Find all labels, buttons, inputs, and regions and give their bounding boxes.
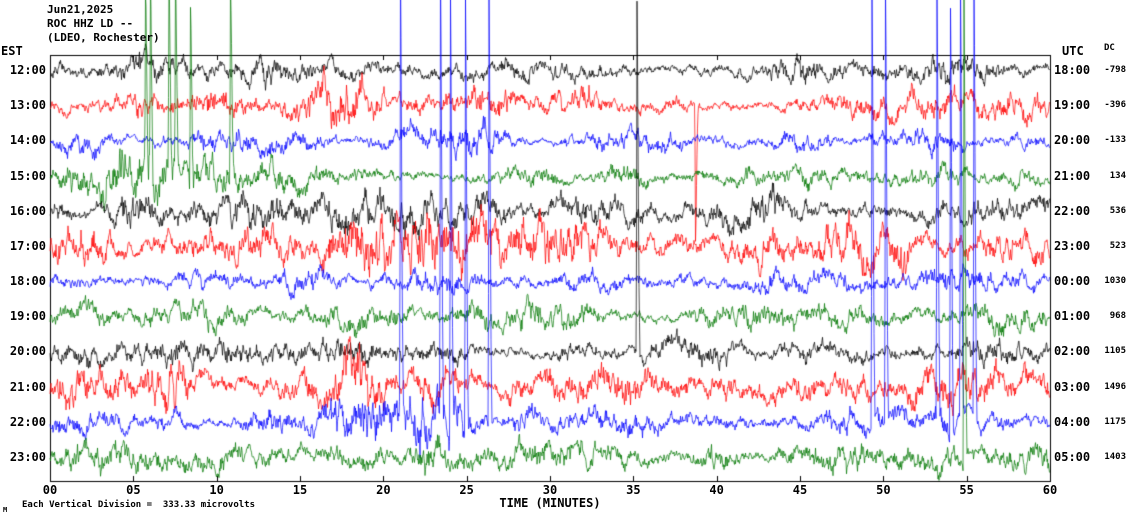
x-tick-label: 20 bbox=[376, 483, 391, 497]
dc-value-label: 1105 bbox=[1104, 346, 1126, 357]
dc-value-label: 536 bbox=[1109, 205, 1126, 216]
x-tick-label: 00 bbox=[42, 483, 58, 497]
utc-time-label: 03:00 bbox=[1054, 379, 1091, 394]
utc-time-label: 21:00 bbox=[1054, 168, 1091, 183]
est-time-label: 20:00 bbox=[9, 344, 46, 359]
x-tick-label: 55 bbox=[959, 483, 974, 497]
est-time-label: 17:00 bbox=[9, 238, 46, 253]
dc-value-label: 1175 bbox=[1104, 416, 1126, 427]
x-tick-label: 40 bbox=[709, 483, 724, 497]
utc-time-label: 01:00 bbox=[1054, 309, 1091, 324]
dc-axis-title: DC bbox=[1104, 43, 1115, 53]
x-tick-label: 25 bbox=[459, 483, 474, 497]
x-axis-title: TIME (MINUTES) bbox=[499, 496, 601, 510]
est-time-label: 14:00 bbox=[9, 133, 46, 148]
utc-time-label: 05:00 bbox=[1054, 450, 1091, 464]
est-time-label: 23:00 bbox=[9, 450, 46, 464]
est-time-label: 22:00 bbox=[9, 414, 46, 429]
est-time-label: 21:00 bbox=[9, 379, 46, 394]
x-tick-label: 15 bbox=[292, 483, 308, 497]
x-tick-label: 60 bbox=[1042, 483, 1058, 497]
utc-time-label: 00:00 bbox=[1054, 274, 1091, 289]
dc-value-label: 1030 bbox=[1104, 276, 1126, 287]
dc-value-label: 1403 bbox=[1104, 452, 1126, 462]
est-time-label: 18:00 bbox=[9, 274, 46, 289]
x-tick-label: 45 bbox=[792, 483, 808, 497]
utc-time-label: 02:00 bbox=[1054, 344, 1091, 359]
est-time-label: 15:00 bbox=[9, 168, 46, 183]
dc-value-label: -798 bbox=[1104, 65, 1126, 75]
dc-value-label: 134 bbox=[1109, 170, 1126, 181]
x-tick-label: 30 bbox=[542, 483, 558, 497]
scale-note: Each Vertical Division = 333.33 microvol… bbox=[22, 500, 255, 510]
utc-time-label: 23:00 bbox=[1054, 238, 1091, 253]
corner-mark: M bbox=[3, 506, 8, 514]
est-time-label: 13:00 bbox=[9, 98, 46, 113]
dc-value-label: -133 bbox=[1104, 135, 1126, 146]
x-tick-label: 50 bbox=[876, 483, 891, 497]
dc-value-label: 1496 bbox=[1104, 381, 1126, 392]
header-date: Jun21,2025 bbox=[47, 3, 114, 16]
utc-time-label: 04:00 bbox=[1054, 414, 1091, 429]
utc-time-label: 20:00 bbox=[1054, 133, 1091, 148]
dc-value-label: 523 bbox=[1109, 240, 1126, 251]
header-network: (LDEO, Rochester) bbox=[47, 31, 160, 44]
utc-time-label: 22:00 bbox=[1054, 203, 1091, 218]
utc-time-label: 19:00 bbox=[1054, 98, 1091, 113]
est-time-label: 19:00 bbox=[9, 309, 46, 324]
utc-time-label: 18:00 bbox=[1054, 63, 1091, 77]
x-tick-label: 10 bbox=[209, 483, 224, 497]
right-axis-title: UTC bbox=[1062, 44, 1084, 58]
est-time-label: 12:00 bbox=[9, 63, 46, 77]
x-tick-label: 35 bbox=[626, 483, 641, 497]
x-tick-label: 05 bbox=[126, 483, 141, 497]
header-station: ROC HHZ LD -- bbox=[47, 17, 134, 30]
left-axis-title: EST bbox=[1, 44, 23, 58]
est-time-label: 16:00 bbox=[9, 203, 46, 218]
dc-value-label: -396 bbox=[1104, 100, 1126, 111]
dc-value-label: 968 bbox=[1109, 311, 1126, 322]
